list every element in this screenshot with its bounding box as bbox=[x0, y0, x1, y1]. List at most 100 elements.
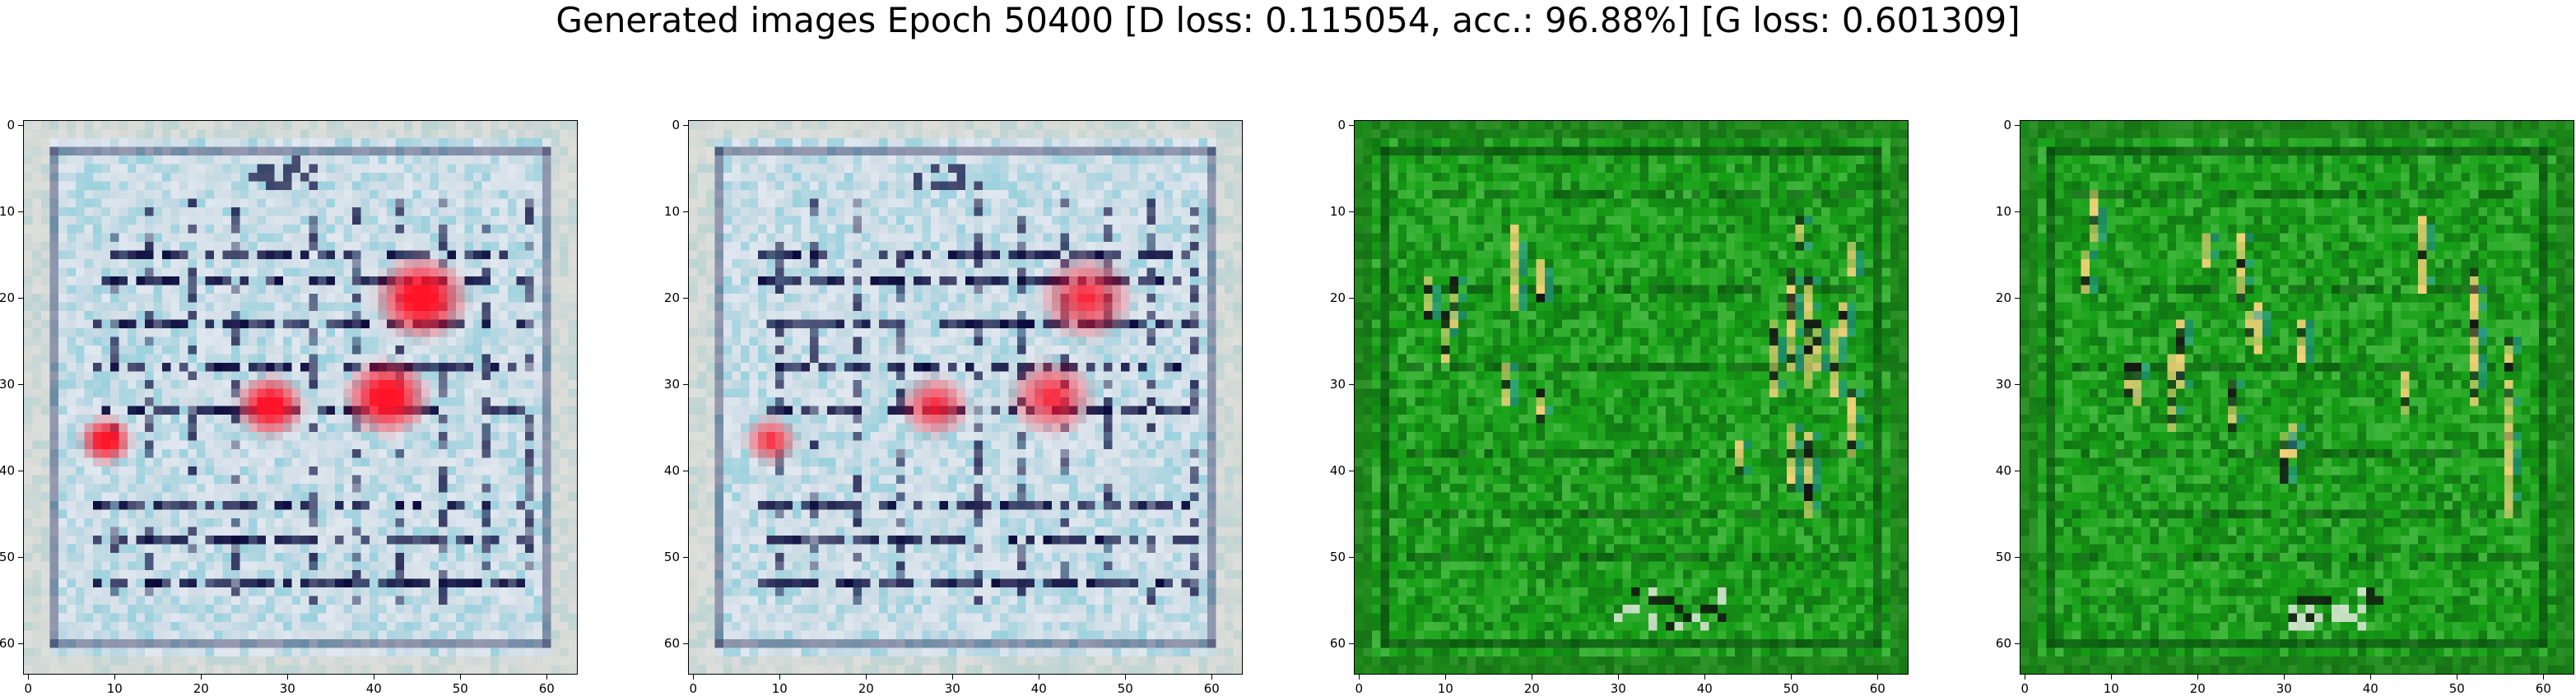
x-tick-label: 20 bbox=[2189, 681, 2206, 696]
y-tick-label: 0 bbox=[2003, 118, 2011, 133]
x-tick-mark bbox=[2197, 675, 2198, 680]
x-tick-mark bbox=[2110, 675, 2112, 680]
y-tick-mark bbox=[683, 297, 688, 299]
x-tick-mark bbox=[1211, 675, 1212, 680]
y-tick-mark bbox=[683, 643, 688, 644]
x-tick-mark bbox=[200, 675, 202, 680]
y-tick-label: 0 bbox=[7, 118, 15, 133]
x-tick-label: 20 bbox=[1523, 681, 1540, 696]
y-tick-mark bbox=[2015, 383, 2020, 385]
x-tick-label: 40 bbox=[1030, 681, 1047, 696]
generated-image bbox=[2020, 121, 2574, 674]
generated-image bbox=[24, 121, 577, 674]
y-tick-label: 30 bbox=[1329, 377, 1346, 392]
y-tick-label: 60 bbox=[1995, 636, 2011, 652]
x-tick-mark bbox=[779, 675, 780, 680]
y-tick-label: 50 bbox=[0, 550, 15, 565]
x-tick-label: 20 bbox=[858, 681, 874, 696]
x-tick-mark bbox=[1876, 675, 1878, 680]
generated-image-panel-1: 0 10 20 30 40 50 60 0 10 20 30 40 50 60 bbox=[0, 118, 578, 695]
y-tick-label: 0 bbox=[672, 118, 680, 133]
y-tick-mark bbox=[683, 556, 688, 558]
x-tick-mark bbox=[27, 675, 29, 680]
x-tick-label: 50 bbox=[1117, 681, 1133, 696]
y-tick-label: 30 bbox=[663, 377, 680, 392]
generated-image bbox=[689, 121, 1242, 674]
generated-image-panel-2: 0 10 20 30 40 50 60 0 10 20 30 40 50 60 bbox=[664, 118, 1243, 695]
image-frame bbox=[2020, 120, 2574, 675]
x-tick-label: 30 bbox=[1610, 681, 1626, 696]
x-tick-label: 0 bbox=[689, 681, 698, 696]
y-tick-label: 30 bbox=[0, 377, 15, 392]
x-tick-label: 60 bbox=[2535, 681, 2551, 696]
y-tick-label: 60 bbox=[663, 636, 680, 652]
y-tick-mark bbox=[2015, 297, 2020, 299]
image-frame bbox=[23, 120, 578, 675]
y-tick-mark bbox=[18, 297, 23, 299]
y-tick-mark bbox=[683, 124, 688, 126]
x-tick-label: 10 bbox=[106, 681, 123, 696]
y-tick-label: 50 bbox=[1329, 550, 1346, 565]
generated-image-panel-3: 0 10 20 30 40 50 60 0 10 20 30 40 50 60 bbox=[1330, 118, 1909, 695]
x-tick-mark bbox=[2283, 675, 2285, 680]
y-tick-label: 40 bbox=[1329, 463, 1346, 479]
x-tick-mark bbox=[286, 675, 288, 680]
x-tick-mark bbox=[2369, 675, 2371, 680]
x-tick-label: 50 bbox=[2448, 681, 2465, 696]
y-tick-label: 20 bbox=[1329, 290, 1346, 306]
y-tick-mark bbox=[18, 556, 23, 558]
x-tick-mark bbox=[2542, 675, 2544, 680]
y-tick-mark bbox=[1349, 383, 1354, 385]
x-tick-label: 50 bbox=[1783, 681, 1799, 696]
y-tick-label: 10 bbox=[663, 204, 680, 220]
figure-title: Generated images Epoch 50400 [D loss: 0.… bbox=[556, 0, 2020, 40]
x-tick-label: 30 bbox=[2276, 681, 2292, 696]
y-tick-mark bbox=[18, 211, 23, 212]
y-tick-mark bbox=[1349, 556, 1354, 558]
y-tick-mark bbox=[1349, 124, 1354, 126]
y-tick-mark bbox=[2015, 556, 2020, 558]
x-tick-label: 0 bbox=[1355, 681, 1364, 696]
y-tick-mark bbox=[2015, 643, 2020, 644]
x-tick-label: 40 bbox=[2362, 681, 2378, 696]
x-tick-mark bbox=[114, 675, 115, 680]
y-tick-label: 20 bbox=[0, 290, 15, 306]
x-tick-mark bbox=[865, 675, 867, 680]
x-tick-mark bbox=[546, 675, 547, 680]
y-tick-label: 20 bbox=[663, 290, 680, 306]
x-tick-label: 60 bbox=[1203, 681, 1220, 696]
y-tick-mark bbox=[18, 383, 23, 385]
x-tick-label: 20 bbox=[193, 681, 209, 696]
x-tick-mark bbox=[459, 675, 461, 680]
x-tick-mark bbox=[1124, 675, 1126, 680]
y-tick-label: 10 bbox=[1995, 204, 2011, 220]
y-tick-mark bbox=[1349, 643, 1354, 644]
y-tick-label: 10 bbox=[0, 204, 15, 220]
generated-image bbox=[1355, 121, 1908, 674]
image-frame bbox=[688, 120, 1243, 675]
x-tick-mark bbox=[1617, 675, 1619, 680]
x-tick-label: 60 bbox=[1869, 681, 1886, 696]
x-tick-label: 40 bbox=[1696, 681, 1713, 696]
x-tick-label: 30 bbox=[279, 681, 295, 696]
x-tick-label: 10 bbox=[2103, 681, 2119, 696]
y-tick-label: 40 bbox=[1995, 463, 2011, 479]
y-tick-label: 40 bbox=[663, 463, 680, 479]
x-tick-label: 50 bbox=[452, 681, 468, 696]
y-tick-mark bbox=[2015, 124, 2020, 126]
y-tick-label: 50 bbox=[1995, 550, 2011, 565]
x-tick-label: 0 bbox=[2020, 681, 2030, 696]
y-tick-mark bbox=[18, 124, 23, 126]
y-tick-label: 60 bbox=[0, 636, 15, 652]
x-tick-mark bbox=[1790, 675, 1792, 680]
x-tick-label: 40 bbox=[365, 681, 382, 696]
x-tick-mark bbox=[1444, 675, 1446, 680]
y-tick-label: 40 bbox=[0, 463, 15, 479]
x-tick-mark bbox=[1358, 675, 1360, 680]
x-tick-label: 10 bbox=[1437, 681, 1453, 696]
x-tick-label: 10 bbox=[771, 681, 788, 696]
y-tick-label: 0 bbox=[1337, 118, 1346, 133]
y-tick-label: 50 bbox=[663, 550, 680, 565]
y-tick-label: 10 bbox=[1329, 204, 1346, 220]
y-tick-mark bbox=[683, 383, 688, 385]
